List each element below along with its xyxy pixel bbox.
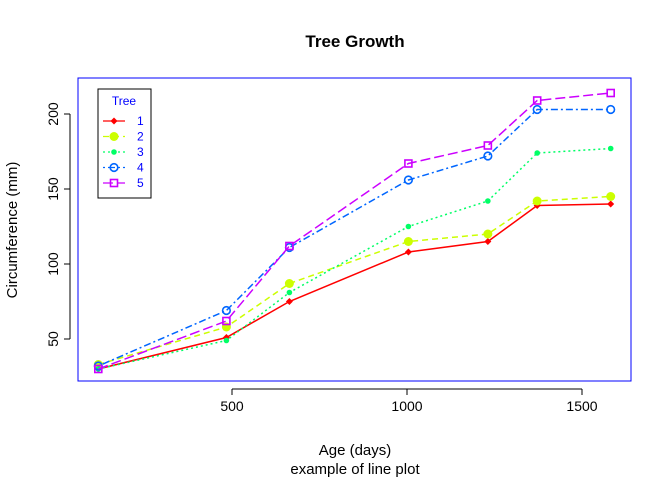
legend-label: 1: [137, 114, 144, 128]
data-point-series-3: [534, 150, 540, 156]
data-point-series-3: [485, 198, 491, 204]
data-point-series-5: [94, 364, 103, 374]
legend-item-2: 2: [103, 130, 144, 144]
legend-item-5: 5: [103, 176, 144, 190]
series-5: [94, 88, 616, 374]
plot-area: [93, 88, 616, 374]
data-point-series-3: [286, 289, 293, 296]
legend-marker: [109, 178, 119, 188]
series-line-4: [98, 108, 611, 367]
legend-marker: [109, 162, 119, 173]
legend-label: 3: [137, 145, 144, 159]
data-point-series-2: [606, 192, 616, 201]
series-line-5: [98, 92, 611, 370]
chart-title: Tree Growth: [305, 32, 404, 51]
data-point-series-1: [607, 200, 615, 208]
data-point-series-2: [532, 196, 542, 206]
data-point-series-4: [483, 151, 493, 161]
series-4: [93, 104, 616, 371]
legend-box: [97, 88, 152, 199]
legend-item-4: 4: [103, 161, 144, 175]
legend-title: Tree: [112, 94, 137, 108]
legend-label: 4: [137, 161, 144, 175]
series-line-3: [98, 147, 611, 370]
series-line-1: [98, 203, 611, 370]
plot-box: [77, 77, 632, 382]
x-tick-label: 1500: [566, 398, 597, 414]
legend-item-3: 3: [103, 145, 144, 159]
data-point-series-5: [285, 241, 294, 251]
legend-marker: [111, 149, 117, 155]
series-2: [93, 192, 616, 369]
data-point-series-5: [483, 141, 493, 150]
series-line-2: [98, 195, 611, 366]
data-point-series-1: [285, 298, 293, 305]
legend: Tree 1 23 45: [97, 88, 152, 199]
chart-subtitle: example of line plot: [290, 461, 420, 478]
series-1: [94, 200, 615, 373]
data-point-series-1: [404, 248, 412, 256]
legend-marker: [109, 132, 119, 141]
y-tick-label: 200: [45, 102, 61, 126]
data-point-series-1: [484, 238, 492, 245]
data-point-series-5: [222, 316, 231, 326]
y-tick-label: 50: [45, 331, 61, 347]
data-point-series-3: [607, 145, 614, 152]
data-point-series-5: [404, 159, 413, 168]
y-tick-label: 100: [45, 252, 61, 276]
data-point-series-2: [483, 229, 493, 239]
data-point-series-4: [532, 104, 542, 115]
data-point-series-4: [403, 175, 414, 185]
x-axis: 500 1000 1500: [220, 388, 598, 414]
data-point-series-5: [606, 88, 616, 98]
data-point-series-3: [405, 223, 412, 230]
y-tick-label: 150: [45, 177, 61, 201]
x-tick-label: 500: [220, 398, 244, 414]
data-point-series-4: [221, 305, 231, 316]
y-axis-label: Circumference (mm): [4, 162, 21, 299]
legend-label: 2: [137, 130, 144, 144]
data-point-series-4: [606, 104, 616, 115]
y-axis: 50 100 150 200: [45, 102, 71, 347]
data-point-series-5: [532, 96, 542, 105]
series-3: [95, 145, 614, 372]
data-point-series-2: [284, 279, 294, 288]
legend-label: 5: [137, 176, 144, 190]
x-tick-label: 1000: [391, 398, 422, 414]
data-point-series-3: [223, 337, 230, 344]
data-point-series-2: [403, 237, 413, 246]
legend-marker: [110, 117, 118, 125]
legend-item-1: 1: [103, 114, 144, 128]
x-axis-label: Age (days): [319, 442, 392, 459]
